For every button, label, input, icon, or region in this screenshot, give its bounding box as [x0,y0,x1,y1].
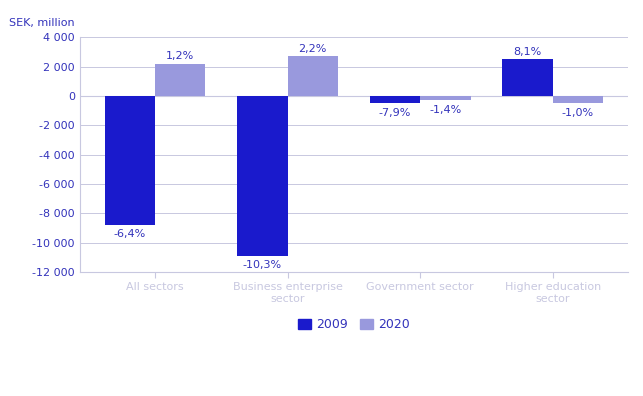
Text: -10,3%: -10,3% [243,260,282,270]
Text: -1,4%: -1,4% [430,105,462,115]
Text: -7,9%: -7,9% [379,108,411,118]
Bar [370,96,420,103]
Text: -6,4%: -6,4% [114,229,146,240]
Bar [553,96,603,103]
Legend: 2009, 2020: 2009, 2020 [293,313,414,336]
Bar [105,96,155,225]
Bar [420,96,471,100]
Text: SEK, million: SEK, million [8,18,74,28]
Bar [155,64,205,96]
Bar [502,59,553,96]
Bar [287,56,338,96]
Text: 8,1%: 8,1% [513,47,541,57]
Text: 2,2%: 2,2% [298,44,327,54]
Text: -1,0%: -1,0% [562,108,594,118]
Bar [237,96,287,256]
Text: 1,2%: 1,2% [166,51,194,61]
